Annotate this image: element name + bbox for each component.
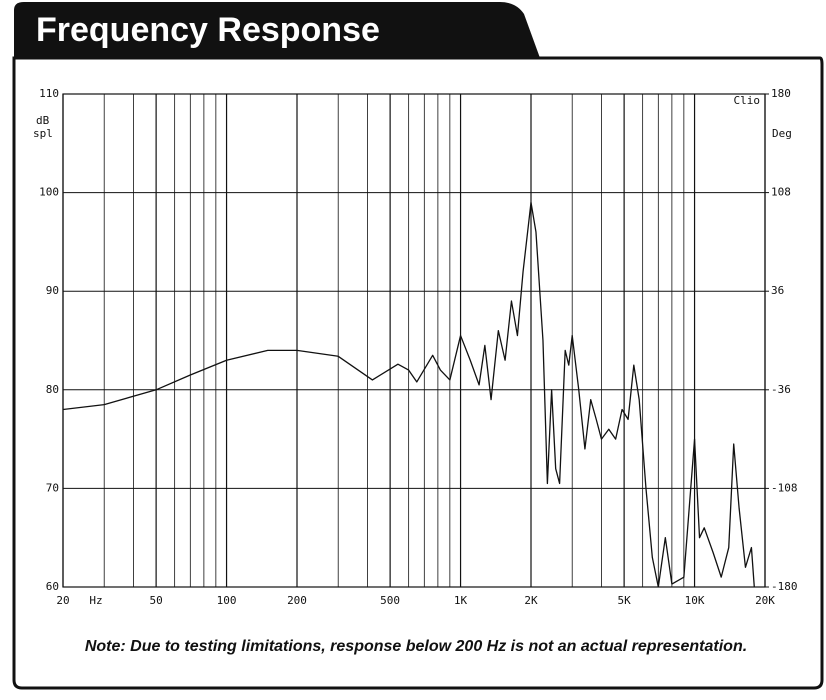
series-line [63,201,755,587]
frame [12,56,824,690]
x-tick-label: 2K [524,594,538,607]
x-tick-label: 1K [454,594,468,607]
x-tick-label: 5K [617,594,631,607]
x-tick-label: 20K [755,594,775,607]
y2-label: Deg [772,127,792,140]
title-tab [14,2,540,58]
x-unit: Hz [89,594,102,607]
plot-border [62,93,766,588]
y-tick-label: 100 [39,186,59,199]
y2-tick-label: -36 [771,383,791,396]
y2-tick-label: -180 [771,580,798,593]
y-tick-label: 110 [39,87,59,100]
y-tick-label: 70 [46,481,59,494]
y-label: spl [33,127,53,140]
y-tick-label: 60 [46,580,59,593]
x-tick-label: 500 [380,594,400,607]
y2-tick-label: 108 [771,186,791,199]
y2-tick-label: 36 [771,284,784,297]
x-tick-label: 200 [287,594,307,607]
note: Note: Due to testing limitations, respon… [85,638,747,655]
y-label: dB [36,114,50,127]
x-tick-label: 100 [217,594,237,607]
y-tick-label: 90 [46,284,59,297]
y2-tick-label: -108 [771,481,798,494]
chart-title: Frequency Response [36,11,380,49]
x-tick-label: 20 [56,594,69,607]
watermark: Clio [734,94,761,107]
x-tick-label: 10K [685,594,705,607]
x-tick-label: 50 [149,594,162,607]
y2-tick-label: 180 [771,87,791,100]
y-tick-label: 80 [46,383,59,396]
